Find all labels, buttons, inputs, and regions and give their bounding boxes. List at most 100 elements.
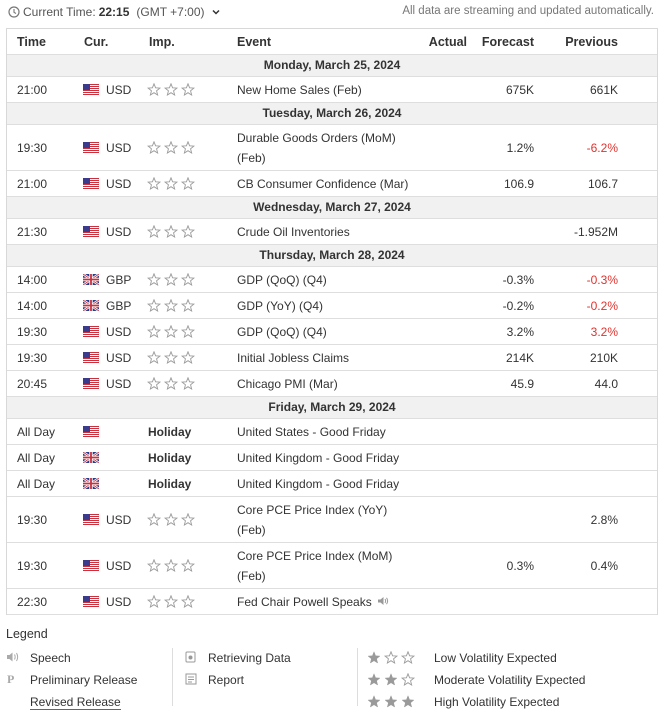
event[interactable]: Core PCE Price Index (MoM) (Feb) — [237, 543, 417, 588]
importance-stars — [147, 324, 195, 338]
event-row[interactable]: 14:00 GBP GDP (QoQ) (Q4) -0.3% -0.3% — [7, 267, 657, 293]
event-row[interactable]: 21:00 USD CB Consumer Confidence (Mar) 106.… — [7, 171, 657, 197]
importance-stars — [147, 558, 195, 572]
event-name: Fed Chair Powell Speaks — [237, 595, 372, 609]
flag — [83, 543, 99, 588]
event[interactable]: GDP (QoQ) (Q4) — [237, 319, 417, 344]
speech-icon — [377, 595, 389, 609]
flag — [83, 445, 99, 470]
importance — [147, 589, 195, 614]
flag-icon — [83, 426, 99, 437]
time: 19:30 — [17, 558, 48, 573]
previous: 0.4% — [590, 558, 618, 573]
event[interactable]: Chicago PMI (Mar) — [237, 371, 417, 396]
event-row[interactable]: 20:45 USD Chicago PMI (Mar) 45.9 44.0 — [7, 371, 657, 397]
time: 21:30 — [17, 224, 48, 239]
speaker — [377, 597, 388, 605]
time: 14:00 — [17, 272, 48, 287]
current-time[interactable]: Current Time: 22:15 (GMT +7:00) — [8, 5, 221, 19]
event-name: United Kingdom - Good Friday — [237, 477, 400, 491]
event-row[interactable]: 19:30 USD Core PCE Price Index (YoY) (Feb)… — [7, 497, 657, 543]
importance — [147, 171, 195, 196]
flag — [83, 319, 99, 344]
event[interactable]: Core PCE Price Index (YoY) (Feb) — [237, 497, 417, 542]
time: 19:30 — [17, 140, 48, 155]
event-row[interactable]: 19:30 USD GDP (QoQ) (Q4) 3.2% 3.2% — [7, 319, 657, 345]
event-row[interactable]: 19:30 USD Core PCE Price Index (MoM) (Feb)… — [7, 543, 657, 589]
clock-icon — [8, 6, 20, 18]
flag — [83, 419, 99, 444]
date-row: Friday, March 29, 2024 — [7, 397, 657, 419]
flag-icon — [83, 478, 99, 489]
importance-stars — [147, 82, 195, 96]
forecast: -0.3% — [502, 272, 534, 287]
currency: GBP — [106, 272, 132, 287]
flag-icon — [83, 274, 99, 285]
event-row[interactable]: All Day Holiday United States - Good Frida… — [7, 419, 657, 445]
flag-icon — [83, 378, 99, 389]
event[interactable]: GDP (QoQ) (Q4) — [237, 267, 417, 292]
previous: 44.0 — [594, 376, 618, 391]
column-header: Imp. — [149, 34, 175, 49]
event[interactable]: United Kingdom - Good Friday — [237, 471, 417, 496]
legend-label: Speech — [30, 651, 71, 665]
event[interactable]: Initial Jobless Claims — [237, 345, 417, 370]
holiday: Holiday — [148, 424, 192, 439]
event-name: CB Consumer Confidence (Mar) — [237, 177, 409, 191]
previous: 210K — [589, 350, 618, 365]
event-row[interactable]: 21:00 USD New Home Sales (Feb) 675K 661K — [7, 77, 657, 103]
legend-label: Revised Release — [30, 695, 121, 710]
currency: USD — [106, 140, 132, 155]
event-name: Crude Oil Inventories — [237, 225, 350, 239]
importance — [147, 125, 195, 170]
importance — [147, 371, 195, 396]
currency: USD — [106, 324, 132, 339]
time: 21:00 — [17, 176, 48, 191]
previous: 661K — [589, 82, 618, 97]
flag — [83, 219, 99, 244]
event-row[interactable]: 22:30 USD Fed Chair Powell Speaks — [7, 589, 657, 615]
event[interactable]: Crude Oil Inventories — [237, 219, 417, 244]
event-row[interactable]: 21:30 USD Crude Oil Inventories -1.952M — [7, 219, 657, 245]
event[interactable]: CB Consumer Confidence (Mar) — [237, 171, 417, 196]
forecast: 106.9 — [503, 176, 534, 191]
event[interactable]: GDP (YoY) (Q4) — [237, 293, 417, 318]
forecast: 1.2% — [506, 140, 534, 155]
dropdown-arrow — [212, 9, 220, 15]
legend-stars — [367, 651, 419, 665]
event-row[interactable]: 19:30 USD Initial Jobless Claims 214K 210K — [7, 345, 657, 371]
importance-stars — [147, 272, 195, 286]
legend-stars — [367, 695, 419, 709]
importance — [147, 77, 195, 102]
event[interactable]: United States - Good Friday — [237, 419, 417, 444]
svg-text:P: P — [7, 673, 14, 685]
previous: 106.7 — [587, 176, 618, 191]
flag — [83, 267, 99, 292]
event-row[interactable]: 14:00 GBP GDP (YoY) (Q4) -0.2% -0.2% — [7, 293, 657, 319]
legend-icon: P — [6, 673, 20, 685]
flag-icon — [83, 560, 99, 571]
date-row: Thursday, March 28, 2024 — [7, 245, 657, 267]
currency: USD — [106, 512, 132, 527]
previous: -1.952M — [573, 224, 618, 239]
event[interactable]: New Home Sales (Feb) — [237, 77, 417, 102]
event-name: GDP (QoQ) (Q4) — [237, 273, 327, 287]
event-row[interactable]: 19:30 USD Durable Goods Orders (MoM) (Feb)… — [7, 125, 657, 171]
event[interactable]: United Kingdom - Good Friday — [237, 445, 417, 470]
event[interactable]: Durable Goods Orders (MoM) (Feb) — [237, 125, 417, 170]
legend-title: Legend — [6, 627, 48, 641]
legend-divider — [357, 648, 358, 706]
previous: -6.2% — [586, 140, 618, 155]
time: 14:00 — [17, 298, 48, 313]
event[interactable]: Fed Chair Powell Speaks — [237, 589, 417, 614]
timezone: (GMT +7:00) — [136, 5, 205, 19]
flag-icon — [83, 178, 99, 189]
currency: GBP — [106, 298, 132, 313]
event-row[interactable]: All Day Holiday United Kingdom - Good Frid… — [7, 471, 657, 497]
flag — [83, 471, 99, 496]
legend-label: High Volatility Expected — [434, 695, 560, 709]
importance — [147, 497, 195, 542]
time: 19:30 — [17, 350, 48, 365]
forecast: 214K — [505, 350, 534, 365]
event-row[interactable]: All Day Holiday United Kingdom - Good Frid… — [7, 445, 657, 471]
